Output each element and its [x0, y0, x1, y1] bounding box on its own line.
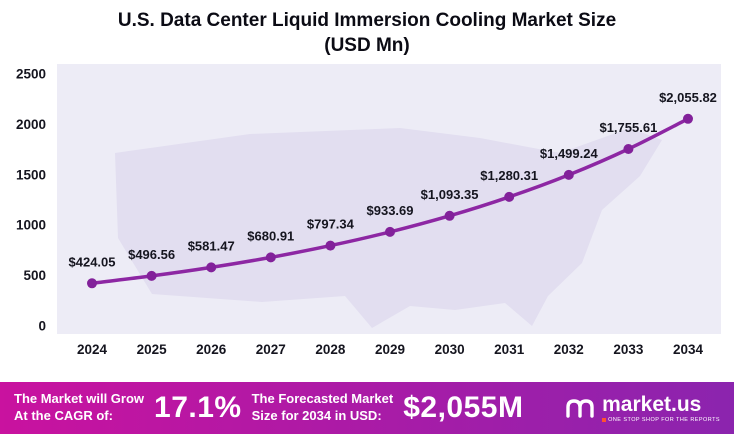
data-point: [563, 170, 574, 181]
brand-tagline-row: One stop shop for the reports: [602, 417, 720, 423]
y-axis-label: 1000: [16, 218, 46, 233]
chart-title-line1: U.S. Data Center Liquid Immersion Coolin…: [117, 10, 617, 31]
data-point-label: $581.47: [188, 239, 235, 254]
data-point: [683, 113, 693, 124]
data-point-label: $496.56: [128, 247, 175, 262]
x-axis-label: 2027: [256, 342, 286, 357]
data-point-label: $933.69: [367, 203, 414, 218]
chart-title-line2: (USD Mn): [324, 35, 410, 57]
x-axis-label: 2033: [613, 342, 644, 357]
brand-name: market.us: [602, 392, 702, 416]
data-point: [146, 271, 157, 282]
market-us-logo-icon: [566, 399, 594, 418]
data-point-label: $797.34: [307, 217, 355, 232]
data-point: [385, 227, 395, 238]
data-point-label: $1,280.31: [480, 168, 538, 183]
tagline-dot-icon: [602, 417, 607, 422]
data-point: [265, 252, 276, 263]
data-point-label: $680.91: [247, 229, 294, 244]
data-point-label: $1,093.35: [421, 187, 479, 202]
data-point-label: $1,499.24: [540, 146, 599, 161]
data-point: [206, 262, 217, 273]
x-axis-label: 2032: [554, 342, 584, 357]
data-point: [87, 278, 97, 289]
brand-tagline: One stop shop for the reports: [608, 416, 720, 423]
y-axis-label: 2000: [16, 117, 46, 132]
data-point: [504, 192, 515, 203]
y-axis-label: 1500: [16, 167, 46, 182]
data-point: [623, 144, 634, 155]
x-axis-label: 2034: [673, 342, 704, 357]
market-us-logo: market.us One stop shop for the reports: [564, 394, 720, 423]
cagr-value: 17.1%: [154, 391, 242, 424]
data-point-label: $1,755.61: [599, 120, 657, 135]
forecast-label: The Forecasted Market Size for 2034 in U…: [251, 391, 394, 423]
y-axis-label: 2500: [16, 67, 46, 82]
x-axis-label: 2025: [137, 342, 168, 357]
chart-title: U.S. Data Center Liquid Immersion Coolin…: [0, 8, 734, 58]
data-point-label: $2,055.82: [659, 90, 717, 105]
x-axis-label: 2028: [315, 342, 346, 357]
x-axis-label: 2026: [196, 342, 227, 357]
data-point: [444, 210, 455, 221]
forecast-value: $2,055M: [403, 391, 524, 424]
x-axis-label: 2024: [77, 342, 108, 357]
footer-banner: The Market will Grow At the CAGR of: 17.…: [0, 382, 734, 434]
cagr-label: The Market will Grow At the CAGR of:: [14, 391, 145, 423]
y-axis-label: 500: [23, 268, 46, 283]
x-axis-label: 2030: [435, 342, 465, 357]
y-axis-label: 0: [38, 319, 46, 334]
data-point-label: $424.05: [69, 254, 116, 269]
x-axis-label: 2029: [375, 342, 405, 357]
data-point: [325, 240, 336, 251]
x-axis-label: 2031: [494, 342, 525, 357]
market-size-line-chart: 0 500 1000 1500 2000 2500 2024 2025 2026 2027 2028…: [16, 64, 721, 357]
